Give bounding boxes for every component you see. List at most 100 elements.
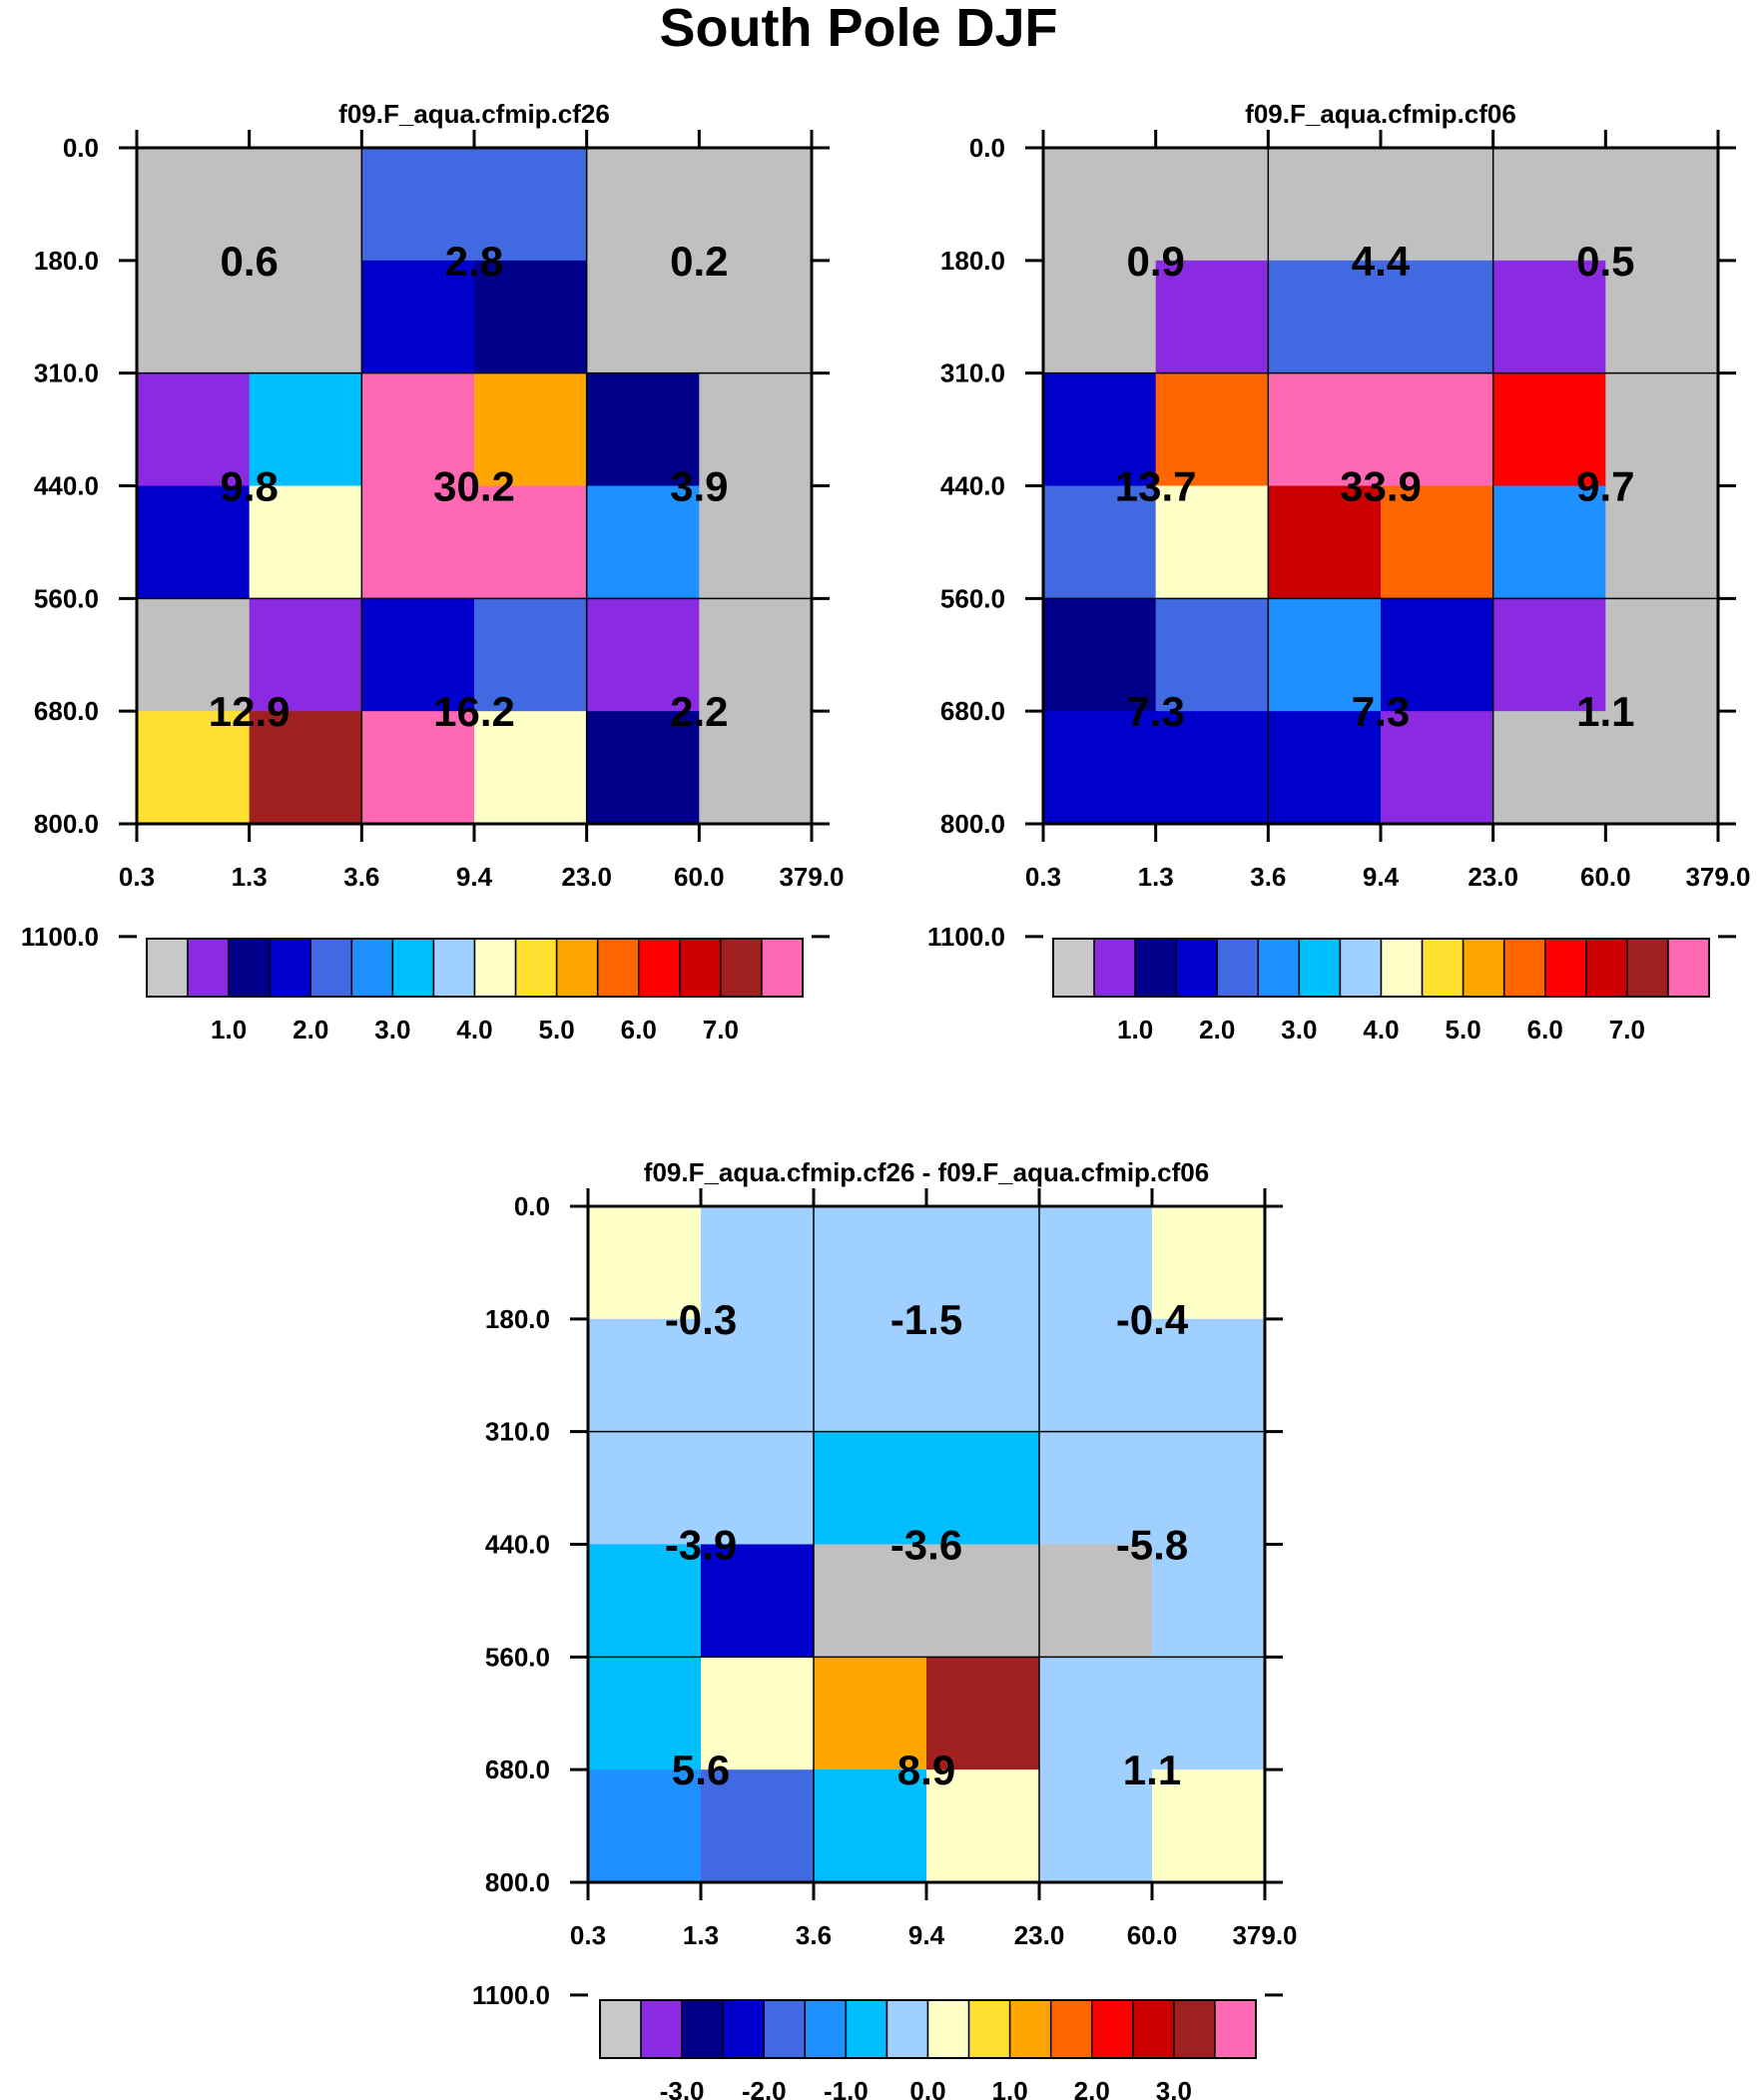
cell — [1492, 148, 1606, 262]
cell — [699, 711, 813, 825]
x-tick-label: 60.0 — [1127, 1920, 1178, 1950]
cell — [361, 260, 475, 374]
x-tick-label: 23.0 — [561, 862, 612, 892]
box-value-label: 0.5 — [1576, 238, 1634, 285]
cell — [1268, 148, 1382, 262]
cell — [1043, 711, 1157, 825]
box-value-label: 33.9 — [1340, 463, 1422, 510]
cell — [1152, 1318, 1266, 1433]
colorbar-swatch — [1502, 938, 1546, 998]
colorbar-label: 2.0 — [293, 1015, 328, 1045]
colorbar-swatch — [804, 1999, 848, 2059]
cell — [699, 485, 813, 599]
cell — [1381, 372, 1494, 487]
colorbar-swatch — [1216, 938, 1260, 998]
colorbar-swatch — [845, 1999, 888, 2059]
cell — [1155, 485, 1269, 599]
cell — [1492, 372, 1606, 487]
y-tick-label: 0.0 — [514, 1191, 550, 1221]
cell — [1605, 148, 1719, 262]
box-value-label: -1.5 — [890, 1296, 962, 1343]
x-tick-label: 9.4 — [1363, 862, 1400, 892]
y-tick-label: 800.0 — [34, 809, 99, 839]
panel-title: f09.F_aqua.cfmip.cf26 — [338, 99, 610, 129]
cell — [588, 1318, 702, 1433]
box-value-label: 1.1 — [1576, 688, 1634, 735]
cell — [137, 711, 251, 825]
cell — [1152, 1769, 1266, 1883]
cell — [586, 485, 700, 599]
cell — [1043, 485, 1157, 599]
cell — [586, 148, 700, 262]
cell — [474, 372, 588, 487]
cell — [701, 1206, 815, 1320]
colorbar-swatch — [926, 1999, 970, 2059]
cell — [1381, 148, 1494, 262]
cell — [1039, 1206, 1153, 1320]
colorbar-label: 3.0 — [1156, 2076, 1192, 2100]
colorbar-swatch — [1052, 938, 1095, 998]
cell — [701, 1769, 815, 1883]
box-value-label: -5.8 — [1116, 1522, 1188, 1569]
cell — [926, 1206, 1040, 1320]
cell — [1605, 598, 1719, 712]
box-value-label: 7.3 — [1352, 688, 1410, 735]
colorbar-label: 3.0 — [374, 1015, 410, 1045]
cell — [701, 1657, 815, 1770]
colorbar-swatch — [763, 1999, 807, 2059]
colorbar-frame — [599, 1999, 1257, 2059]
cell — [137, 148, 251, 262]
colorbar-swatch — [1132, 1999, 1175, 2059]
box-value-label: 0.2 — [670, 238, 728, 285]
y-tick-label: 0.0 — [63, 133, 99, 163]
cell — [137, 260, 251, 374]
colorbar-swatch — [638, 938, 681, 998]
box-value-label: -3.9 — [665, 1522, 737, 1569]
cell — [586, 598, 700, 712]
cell — [1152, 1657, 1266, 1770]
cell — [1039, 1769, 1153, 1883]
colorbar: 1.0 2.0 3.0 4.0 5.0 6.0 7.0 — [146, 938, 804, 1045]
cell — [1268, 598, 1382, 712]
colorbar: 1.0 2.0 3.0 4.0 5.0 6.0 7.0 — [1052, 938, 1710, 1045]
cell — [814, 1206, 927, 1320]
cell — [588, 1657, 702, 1770]
colorbar-swatch — [1462, 938, 1505, 998]
colorbar-label: -2.0 — [742, 2076, 787, 2100]
cell — [926, 1657, 1040, 1770]
x-tick-label: 0.3 — [119, 862, 155, 892]
cell — [361, 372, 475, 487]
colorbar-swatch — [1173, 1999, 1216, 2059]
cell — [361, 711, 475, 825]
cell — [814, 1769, 927, 1883]
cell — [249, 260, 362, 374]
cell — [1268, 485, 1382, 599]
box-value-label: 0.9 — [1126, 238, 1184, 285]
x-tick-label: 23.0 — [1467, 862, 1518, 892]
panel-1: f09.F_aqua.cfmip.cf26 0.0 180.0 310.0 440.0 5… — [21, 99, 845, 1045]
cell — [1605, 372, 1719, 487]
y-tick-label: 180.0 — [485, 1304, 550, 1334]
y-tick-label: 180.0 — [940, 246, 1005, 276]
colorbar-label: 7.0 — [1609, 1015, 1645, 1045]
colorbar-swatch — [1175, 938, 1218, 998]
cell — [1039, 1318, 1153, 1433]
box-value-label: 9.8 — [220, 463, 278, 510]
box-value-label: 3.9 — [670, 463, 728, 510]
x-tick-label: 9.4 — [456, 862, 493, 892]
y-tick-label: 310.0 — [34, 358, 99, 388]
colorbar-swatch — [1134, 938, 1177, 998]
cell — [1155, 260, 1269, 374]
colorbar-swatch — [599, 1999, 642, 2059]
colorbar-label: 6.0 — [1527, 1015, 1563, 1045]
cell — [137, 598, 251, 712]
colorbar-swatch — [1008, 1999, 1052, 2059]
colorbar-swatch — [1626, 938, 1669, 998]
colorbar-swatch — [885, 1999, 929, 2059]
cell — [926, 1431, 1040, 1546]
colorbar-swatch — [514, 938, 558, 998]
y-tick-label: 1100.0 — [472, 1980, 550, 2010]
colorbar-label: 1.0 — [992, 2076, 1028, 2100]
y-tick-label: 310.0 — [485, 1417, 550, 1447]
